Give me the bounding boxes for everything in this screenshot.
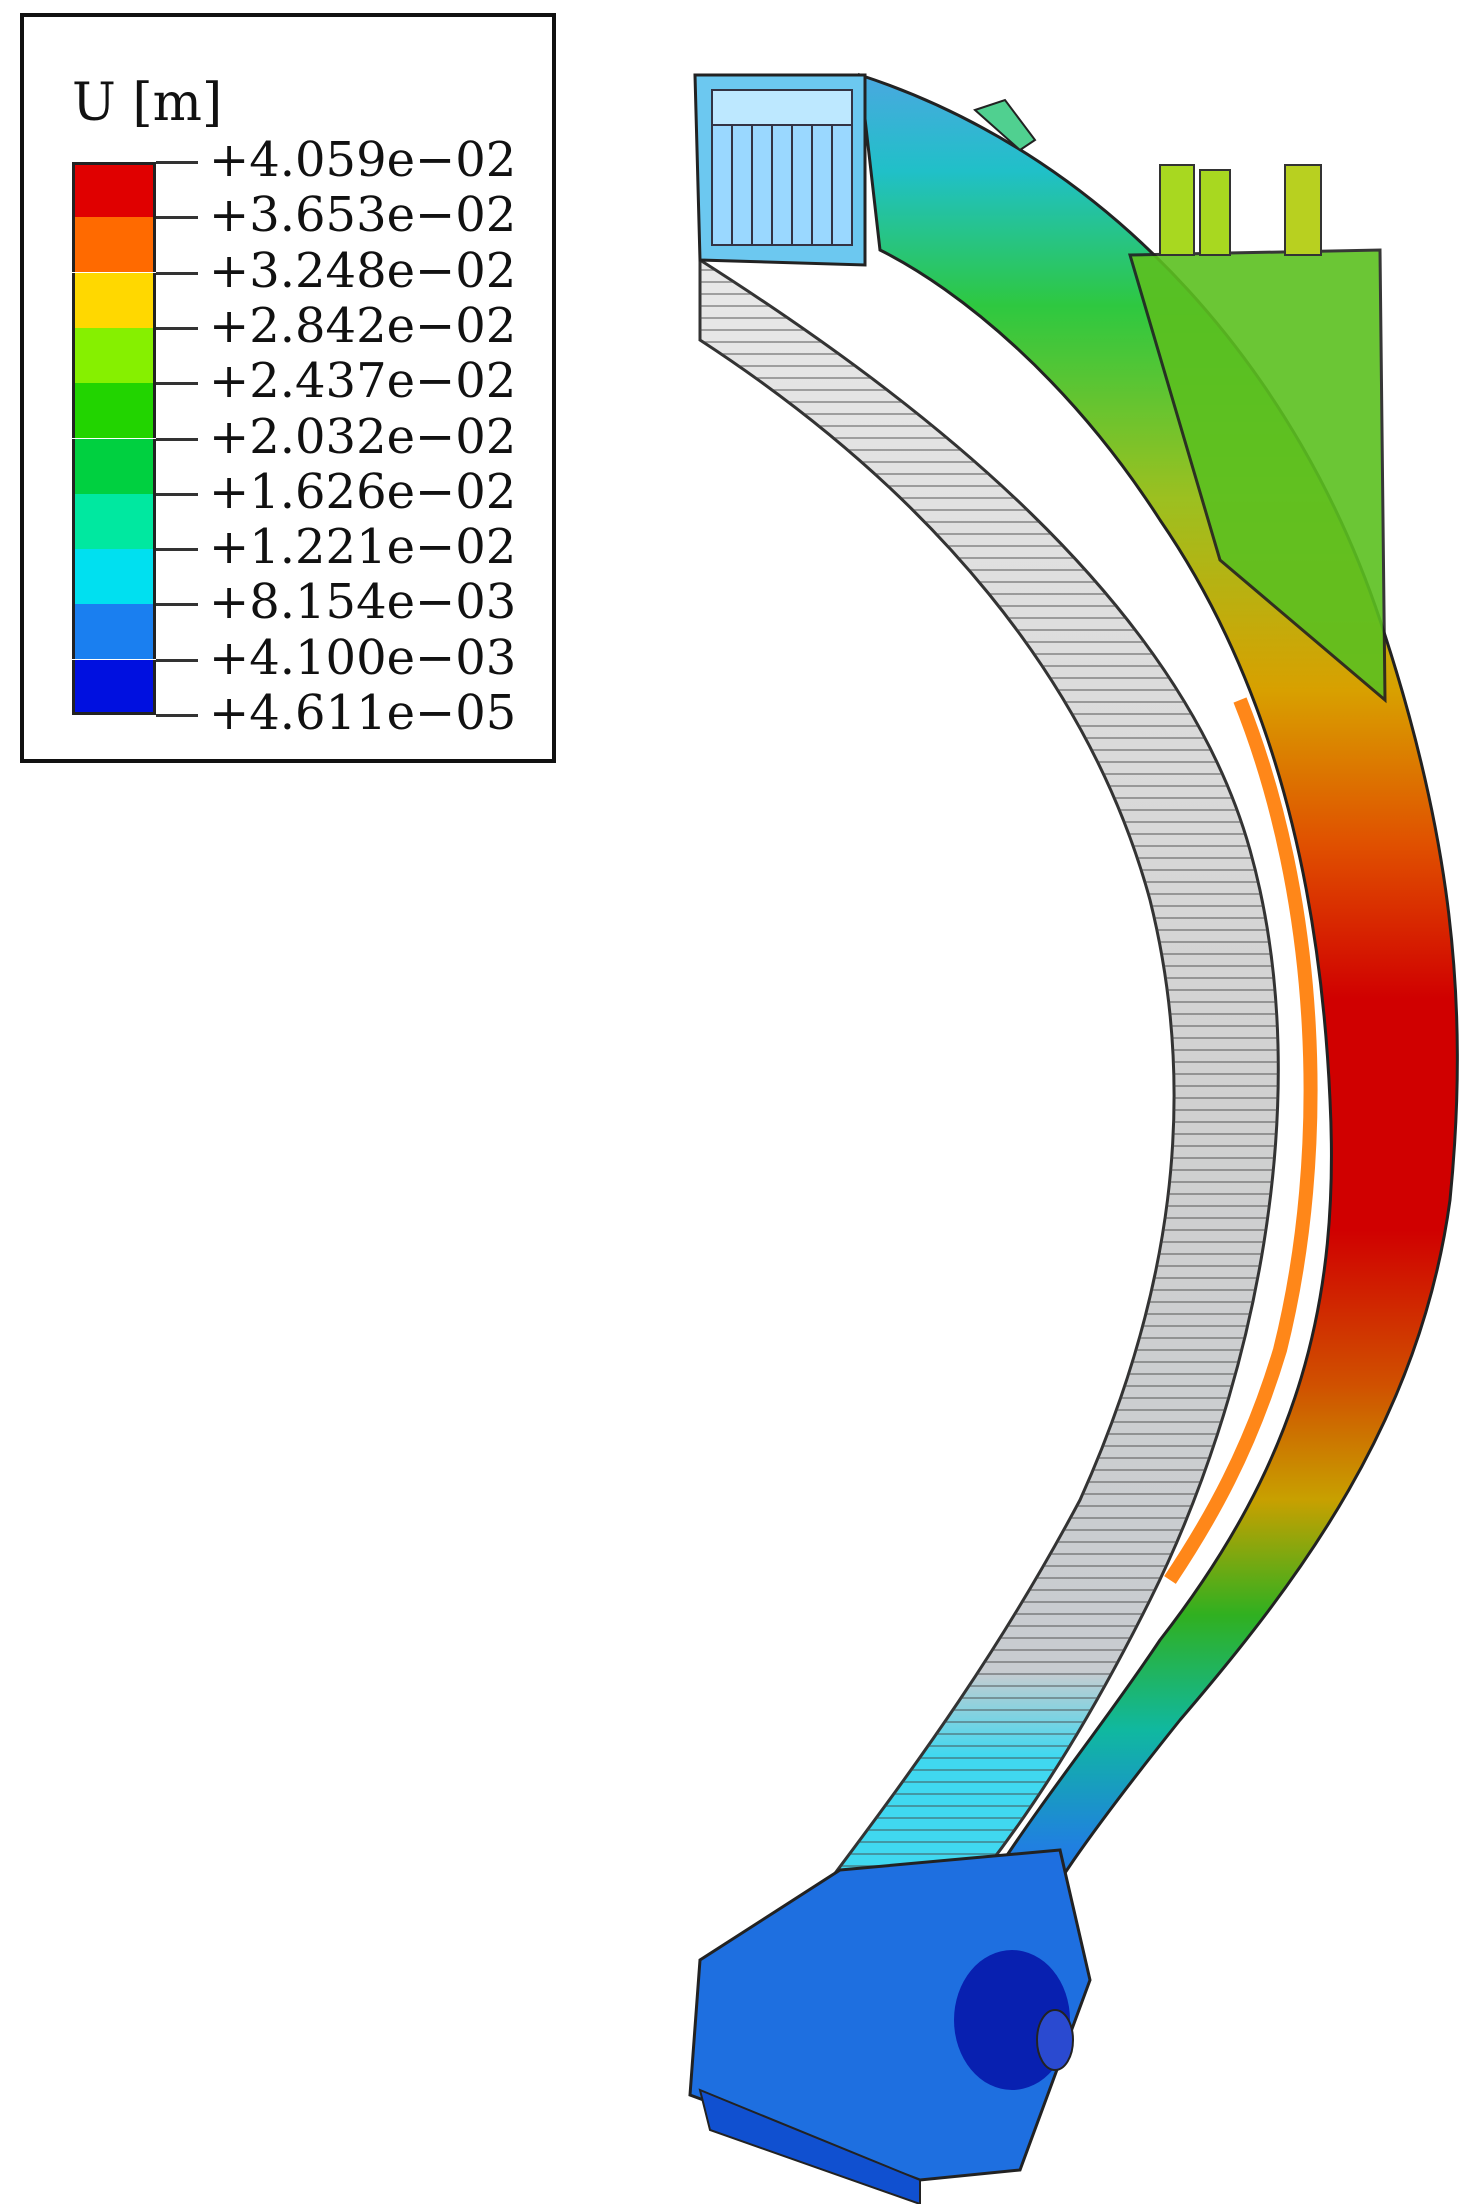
legend-swatch	[72, 493, 156, 549]
legend-tick-label: +3.653e−02	[209, 187, 517, 244]
legend-swatch	[72, 272, 156, 328]
legend-swatch	[72, 549, 156, 605]
legend-tick	[156, 714, 198, 717]
legend-tick-label: +1.221e−02	[209, 519, 517, 576]
legend-tick	[156, 603, 198, 607]
legend-swatch	[72, 604, 156, 660]
legend-tick-label: +1.626e−02	[209, 463, 517, 520]
legend-tick	[156, 658, 198, 662]
legend-swatch	[72, 383, 156, 439]
legend-swatch	[72, 327, 156, 383]
legend-tick-label: +2.032e−02	[209, 408, 517, 465]
bottom-foot	[688, 1848, 1092, 2204]
legend-swatch	[72, 162, 156, 217]
legend-tick	[156, 437, 198, 441]
legend-tick	[156, 382, 198, 386]
legend-tick-label: +2.437e−02	[209, 353, 517, 410]
legend-swatch	[72, 438, 156, 494]
legend-tick	[156, 548, 198, 552]
legend-panel: U [m] +4.059e−02 +3.653e−02 +3.248e−02 +2.8…	[20, 13, 556, 763]
legend-tick	[156, 492, 198, 496]
interface-strip	[1164, 697, 1318, 1584]
legend-tick-label: +4.059e−02	[209, 132, 517, 188]
legend-tick	[156, 216, 198, 220]
legend-tick	[156, 326, 198, 330]
legend-swatch	[72, 217, 156, 273]
legend-tick-label: +4.611e−05	[209, 685, 517, 741]
legend-tick-label: +8.154e−03	[209, 574, 517, 631]
legend-tick-label: +4.100e−03	[209, 629, 517, 686]
legend-swatch	[72, 659, 156, 715]
legend-tick	[156, 161, 198, 164]
legend-title: U [m]	[72, 73, 223, 133]
legend-tick	[156, 271, 198, 275]
top-right-block	[973, 98, 1387, 704]
legend-tick-label: +3.248e−02	[209, 242, 517, 299]
top-end-box	[693, 73, 867, 267]
legend-tick-label: +2.842e−02	[209, 297, 517, 354]
